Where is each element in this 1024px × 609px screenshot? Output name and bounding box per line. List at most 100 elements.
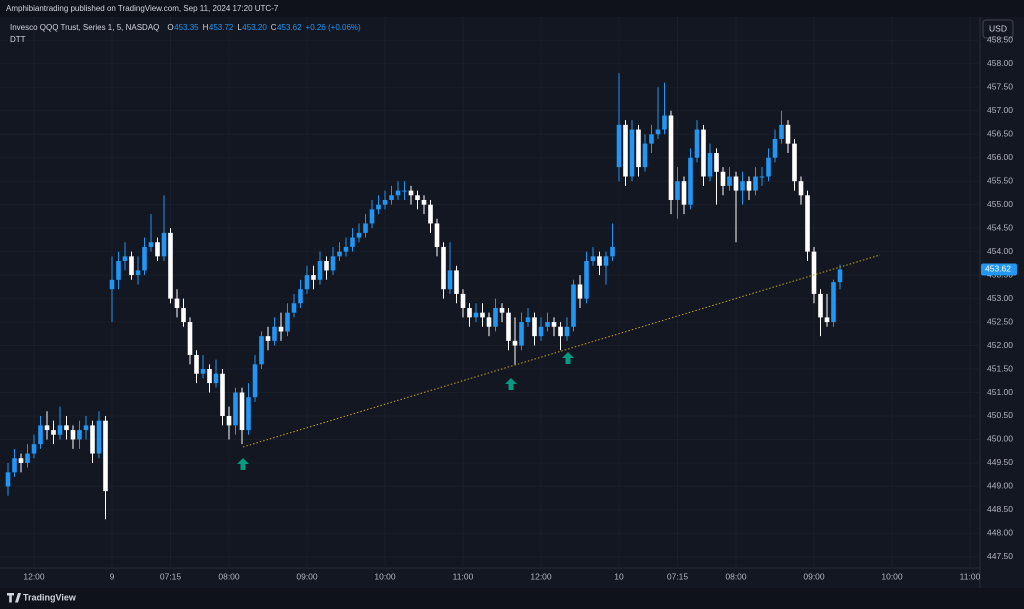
quote-value: 453.20 xyxy=(242,23,267,32)
candle-body xyxy=(681,181,687,205)
candle-body xyxy=(564,326,570,337)
candle-body xyxy=(785,124,791,144)
y-tick-label: 457.00 xyxy=(987,105,1013,115)
quote-value: 453.62 xyxy=(277,23,302,32)
candle-body xyxy=(129,256,134,276)
candle-body xyxy=(649,134,654,144)
x-tick-label: 08:00 xyxy=(725,571,747,581)
candle-body xyxy=(629,129,635,177)
candle-body xyxy=(350,237,355,247)
y-tick-label: 452.50 xyxy=(987,316,1013,326)
y-tick-label: 449.00 xyxy=(987,481,1013,491)
y-tick-label: 454.50 xyxy=(987,222,1013,232)
candle-body xyxy=(597,256,602,266)
candle-body xyxy=(122,256,128,262)
candle-body xyxy=(161,232,167,257)
candle-body xyxy=(428,204,433,224)
candle-body xyxy=(486,317,492,327)
candle-body xyxy=(12,458,17,473)
candle-body xyxy=(18,458,24,463)
quote-value: 453.35 xyxy=(174,23,199,32)
candle-body xyxy=(837,269,843,283)
candle-body xyxy=(545,322,550,327)
candle-body xyxy=(31,444,37,454)
candle-body xyxy=(616,124,622,168)
top-bar xyxy=(0,0,1024,17)
signal-arrow xyxy=(505,378,517,390)
brand-logo xyxy=(7,593,21,603)
candle-body xyxy=(265,336,271,341)
candle-body xyxy=(447,270,453,290)
candle-body xyxy=(135,270,141,276)
candle-body xyxy=(317,261,323,280)
candle-body xyxy=(83,425,89,431)
candle-body xyxy=(473,312,479,318)
x-tick-label: 10:00 xyxy=(881,571,903,581)
candle-body xyxy=(467,307,472,318)
candle-body xyxy=(623,124,628,177)
candle-body xyxy=(96,420,102,454)
candle-body xyxy=(324,261,329,271)
currency-label[interactable]: USD xyxy=(989,23,1007,33)
candle-body xyxy=(142,246,147,271)
currency-button[interactable] xyxy=(982,19,1014,39)
y-tick-label: 448.50 xyxy=(987,504,1013,514)
candle-body xyxy=(220,373,225,416)
x-tick-label: 12:00 xyxy=(23,571,45,581)
candle-body xyxy=(688,157,693,205)
y-tick-label: 456.50 xyxy=(987,128,1013,138)
candle-body xyxy=(90,425,95,454)
quote-label: O xyxy=(167,23,173,32)
candle-body xyxy=(5,472,11,487)
candle-body xyxy=(64,425,69,431)
candle-body xyxy=(246,397,251,431)
candle-body xyxy=(538,326,544,337)
candle-body xyxy=(226,415,232,426)
candles xyxy=(5,73,843,520)
candle-body xyxy=(610,246,615,257)
trend-line xyxy=(242,254,881,448)
candle-body xyxy=(571,284,576,327)
candle-body xyxy=(551,322,557,327)
candle-body xyxy=(805,195,810,252)
candle-body xyxy=(642,143,648,168)
candle-body xyxy=(831,282,836,323)
candle-body xyxy=(168,232,173,299)
candle-body xyxy=(408,190,414,196)
candle-body xyxy=(766,157,771,177)
brand: TradingView xyxy=(7,592,77,603)
candle-body xyxy=(499,307,505,313)
candle-body xyxy=(395,190,401,196)
x-tick-label: 08:00 xyxy=(218,571,240,581)
signal-arrow xyxy=(562,352,574,364)
candle-body xyxy=(727,176,732,186)
candle-body xyxy=(233,392,238,426)
quote-label: L xyxy=(237,23,242,32)
x-tick-label: 9 xyxy=(110,571,115,581)
quote-label: H xyxy=(203,23,209,32)
y-tick-label: 455.50 xyxy=(987,175,1013,185)
candle-body xyxy=(655,129,661,135)
candle-body xyxy=(519,322,524,346)
y-tick-label: 457.50 xyxy=(987,82,1013,92)
candle-body xyxy=(636,129,641,168)
candle-body xyxy=(181,307,186,323)
candle-body xyxy=(584,261,589,299)
candle-body xyxy=(701,129,706,177)
y-tick-label: 458.00 xyxy=(987,58,1013,68)
candle-body xyxy=(532,317,537,337)
y-tick-label: 451.50 xyxy=(987,363,1013,373)
quote-value: 453.72 xyxy=(209,23,234,32)
candle-body xyxy=(356,232,362,238)
candle-body xyxy=(746,181,752,191)
candle-body xyxy=(694,129,700,158)
chart-title: Invesco QQQ Trust, Series 1, 5, NASDAQ xyxy=(10,23,159,32)
candle-body xyxy=(389,195,394,200)
publisher-line: Amphibiantrading published on TradingVie… xyxy=(6,4,279,13)
candle-body xyxy=(116,261,121,280)
candle-body xyxy=(493,307,498,327)
candle-body xyxy=(174,298,180,308)
candle-body xyxy=(603,256,609,266)
